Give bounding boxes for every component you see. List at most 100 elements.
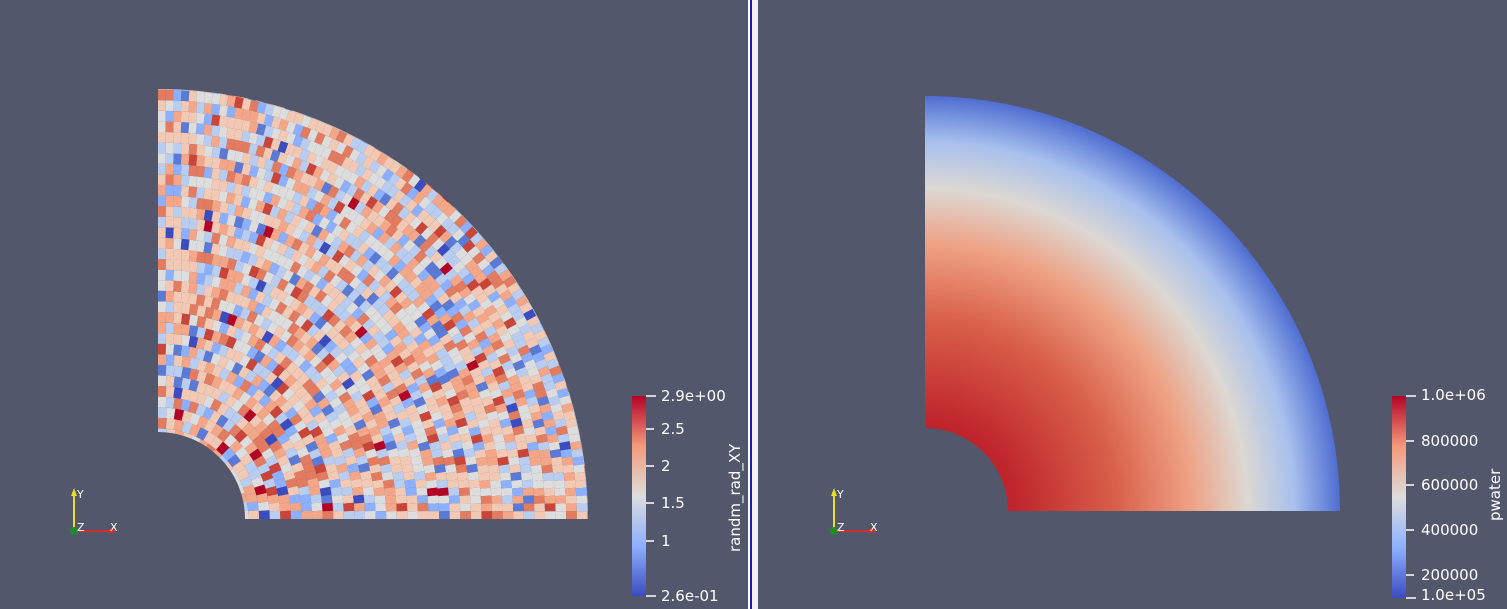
mesh-cell [437,292,451,306]
mesh-cell [401,463,414,474]
mesh-cell [421,388,435,401]
mesh-cell [309,273,322,287]
mesh-cell [468,479,480,489]
mesh-cell [165,290,174,302]
mesh-cell [233,271,245,284]
mesh-cell [270,228,282,242]
mesh-cell [165,216,174,228]
mesh-cell [158,195,166,207]
mesh-cell [253,338,267,352]
mesh-cell [226,170,236,183]
mesh-cell [569,441,582,451]
render-view-left[interactable]: 2.9e+00 2.5 2 1.5 1 2.6e-01 randm_rad_XY… [0,0,748,609]
mesh-cell [263,92,274,105]
mesh-cell [218,89,228,95]
mesh-cell [354,201,367,215]
mesh-cell [491,297,505,310]
mesh-cell [278,163,290,177]
mesh-cell [418,339,432,352]
mesh-cell [218,190,228,203]
view-splitter-handle[interactable] [752,0,758,609]
mesh-cell [158,216,166,228]
mesh-cell [282,293,295,307]
mesh-cell [438,503,450,512]
mesh-cell [378,274,392,288]
mesh-cell [563,472,575,481]
mesh-cell [356,241,370,256]
mesh-cell [225,335,237,349]
mesh-cell [299,392,314,405]
mesh-cell [368,425,381,437]
mesh-cell [446,305,460,318]
mesh-cell [256,440,271,454]
mesh-cell [461,403,475,415]
mesh-cell [486,380,500,392]
mesh-cell [173,408,185,421]
mesh-cell [301,280,315,295]
mesh-cell [545,425,558,436]
mesh-cell [255,268,268,282]
mesh-cell [268,262,280,276]
mesh-cell [280,343,294,358]
mesh-cell [180,334,191,347]
mesh-cell [297,253,310,267]
mesh-cell [313,154,325,168]
mesh-cell [489,479,502,489]
mesh-cell [322,502,334,512]
mesh-cell [271,105,282,118]
render-canvas-right[interactable]: 1.0e+06 800000 600000 400000 200000 1.0e… [758,0,1507,609]
mesh-cell [260,305,273,319]
mesh-cell [326,299,340,313]
mesh-cell [336,462,349,474]
mesh-cell [418,321,432,334]
mesh-cell [422,367,436,380]
mesh-cell [248,510,260,519]
mesh-cell [203,241,213,254]
mesh-cell [269,250,281,264]
mesh-cell [188,423,201,437]
mesh-cell [457,425,470,436]
mesh-cell [392,189,406,203]
render-canvas-left[interactable]: 2.9e+00 2.5 2 1.5 1 2.6e-01 randm_rad_XY… [0,0,748,609]
mesh-cell [331,494,344,504]
mesh-cell [319,447,333,460]
mesh-cell [464,411,477,422]
mesh-cell [320,181,333,195]
mesh-cell [231,386,245,401]
mesh-cell [288,454,302,466]
mesh-cell [260,342,274,356]
mesh-cell [180,281,190,293]
mesh-cell [447,254,461,268]
mesh-cell [196,144,206,157]
mesh-cell [262,191,274,205]
mesh-cell [165,407,176,420]
mesh-cell [232,339,245,353]
mesh-cell [301,412,315,425]
mesh-cell [165,142,174,154]
mesh-cell [576,418,588,429]
mesh-cell [325,463,338,474]
mesh-cell [315,303,329,318]
mesh-cell [514,433,527,443]
mesh-cell [188,379,200,392]
mesh-cell [439,333,453,346]
mesh-cell [371,226,385,240]
mesh-cell [269,405,283,419]
mesh-cell [292,123,304,137]
mesh-cell [260,317,273,331]
mesh-cell [431,237,445,251]
render-view-right[interactable]: 1.0e+06 800000 600000 400000 200000 1.0e… [758,0,1507,609]
mesh-cell [277,129,289,143]
mesh-cell [407,174,421,188]
mesh-cell [340,296,353,310]
mesh-cell [528,403,541,414]
mesh-cell [381,471,394,482]
mesh-cell [478,472,490,482]
mesh-cell [173,291,182,303]
view-splitter[interactable] [748,0,750,609]
mesh-cell [378,356,392,369]
mesh-cell [540,343,554,356]
mesh-cell [195,403,207,417]
mesh-cell [446,368,460,380]
mesh-cell [515,396,528,407]
